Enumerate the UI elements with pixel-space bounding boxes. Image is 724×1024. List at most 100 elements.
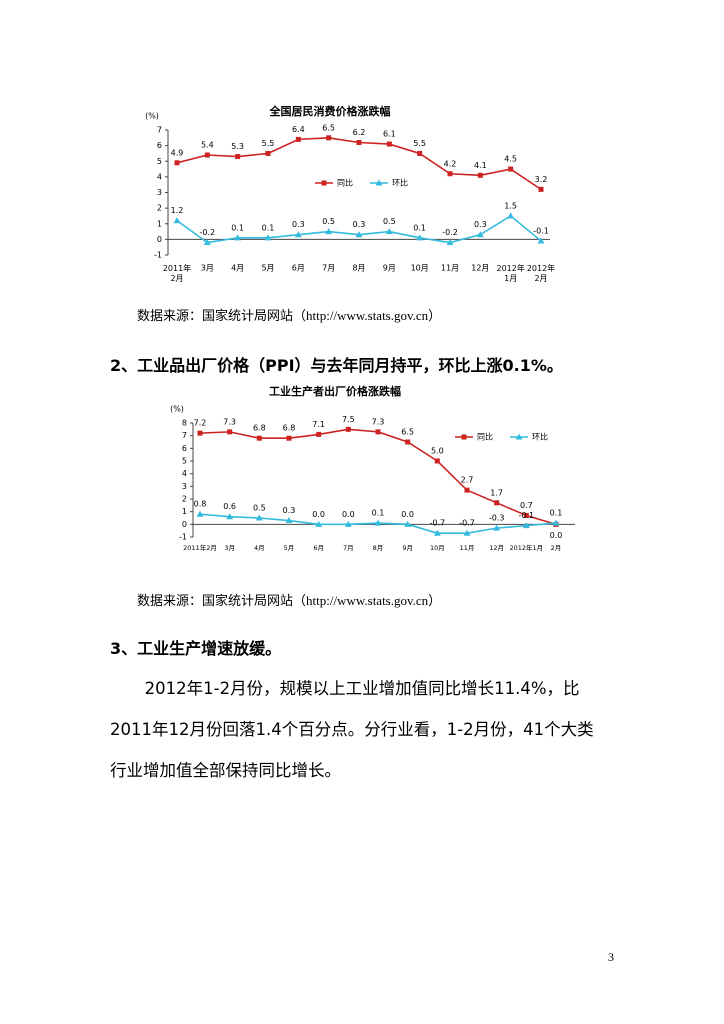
data-point [294,231,302,238]
data-point [321,180,327,186]
data-label: 6.4 [292,125,305,134]
data-point [507,212,515,219]
data-label: 4.2 [444,159,457,168]
x-tick-label: 4月 [254,544,265,552]
data-label: 5.0 [431,447,444,456]
data-label: 1.2 [171,206,184,215]
data-label: -0.1 [533,226,549,235]
data-point [264,234,272,241]
data-point [552,519,560,526]
y-tick-label: 1 [157,219,162,228]
chart-title: 工业生产者出厂价格涨跌幅 [269,384,401,398]
y-axis-label: (%) [145,112,159,121]
data-label: 0.3 [292,220,305,229]
data-point [204,152,210,158]
data-point [286,435,292,441]
section-heading: 2、工业品出厂价格（PPI）与去年同月持平，环比上涨0.1%。 [110,356,563,375]
data-point [447,171,453,177]
x-tick-label: 11月 [460,544,475,552]
data-point [196,510,204,517]
data-point [234,234,242,241]
data-point [405,439,411,445]
data-label: 0.1 [231,223,244,232]
data-point [316,431,322,437]
y-tick-label: 3 [157,188,162,197]
data-point [174,160,180,166]
paragraph: 2012年1-2月份，规模以上工业增加值同比增长11.4%，比2011年12月份… [110,679,594,780]
data-label: 6.5 [322,123,335,132]
data-point [433,529,441,536]
data-point [235,154,241,160]
data-point [173,217,181,224]
data-point [464,487,470,493]
data-label: 0.0 [312,510,325,519]
source-note: 数据来源：国家统计局网站（http://www.stats.gov.cn） [137,593,442,608]
data-label: -0.1 [519,511,535,520]
x-tick-label: 2012年1月 [509,543,543,552]
y-tick-label: 2 [157,204,162,213]
x-tick-label: 6月 [292,264,305,273]
x-tick-label: 8月 [352,264,365,273]
x-tick-label: 2011年2月 [183,543,217,552]
x-tick-label: 12月 [489,544,504,552]
data-label: 4.1 [474,161,487,170]
data-point [493,524,501,531]
x-tick-label: 5月 [261,264,274,273]
data-label: -0.2 [442,228,458,237]
data-point [345,426,351,432]
data-label: 0.3 [353,220,366,229]
data-label: 0.0 [550,531,563,540]
y-tick-label: 1 [182,507,187,516]
data-label: 2.7 [461,476,474,485]
x-tick-label: 5月 [284,544,295,552]
data-label: 7.3 [223,417,236,426]
ppi-chart: 工业生产者出厂价格涨跌幅 (%) -1 0 1 2 3 4 5 6 7 8 2011年2月 3月 4月 5月 6… [170,384,575,552]
y-tick-label: 4 [182,469,187,478]
data-point [227,429,233,435]
data-point [508,166,514,172]
data-point [344,520,352,527]
data-point [374,519,382,526]
y-tick-label: 5 [157,157,162,166]
data-label: 0.8 [194,500,207,509]
data-point [255,514,263,521]
data-label: 6.1 [383,130,396,139]
data-label: 4.9 [171,148,184,157]
data-label: 6.5 [401,428,414,437]
x-tick-label: 9月 [383,264,396,273]
data-point [404,520,412,527]
y-tick-label: 7 [157,126,162,135]
data-label: 0.3 [283,506,296,515]
data-point [315,520,323,527]
data-label: -0.7 [430,519,446,528]
x-tick-label: 2012年 2月 [527,263,555,283]
data-label: 6.2 [353,128,366,137]
data-label: 7.1 [312,420,325,429]
page-number: 3 [608,950,614,964]
x-tick-label: 11月 [441,264,459,273]
x-tick-label: 9月 [402,544,413,552]
data-label: 1.7 [490,488,503,497]
data-label: 3.2 [535,175,548,184]
data-label: 7.5 [342,415,355,424]
y-tick-label: 8 [182,419,187,428]
data-point [515,433,523,440]
data-point [356,140,362,145]
y-axis-label: (%) [170,405,184,414]
data-point [494,500,500,506]
data-label: 0.0 [342,510,355,519]
x-tick-label: 2月 [551,544,562,552]
data-point [197,430,203,436]
legend-label: 环比 [392,178,408,188]
y-tick-label: 4 [157,172,162,181]
data-label: 5.4 [201,141,214,150]
y-tick-label: 6 [182,444,187,453]
data-point [375,179,383,186]
x-tick-label: 12月 [471,264,489,273]
data-point [523,512,529,518]
data-label: 0.1 [413,223,426,232]
data-label: 0.0 [401,510,414,519]
x-tick-label: 3月 [201,264,214,273]
data-label: 1.5 [504,201,517,210]
data-point [285,517,293,524]
